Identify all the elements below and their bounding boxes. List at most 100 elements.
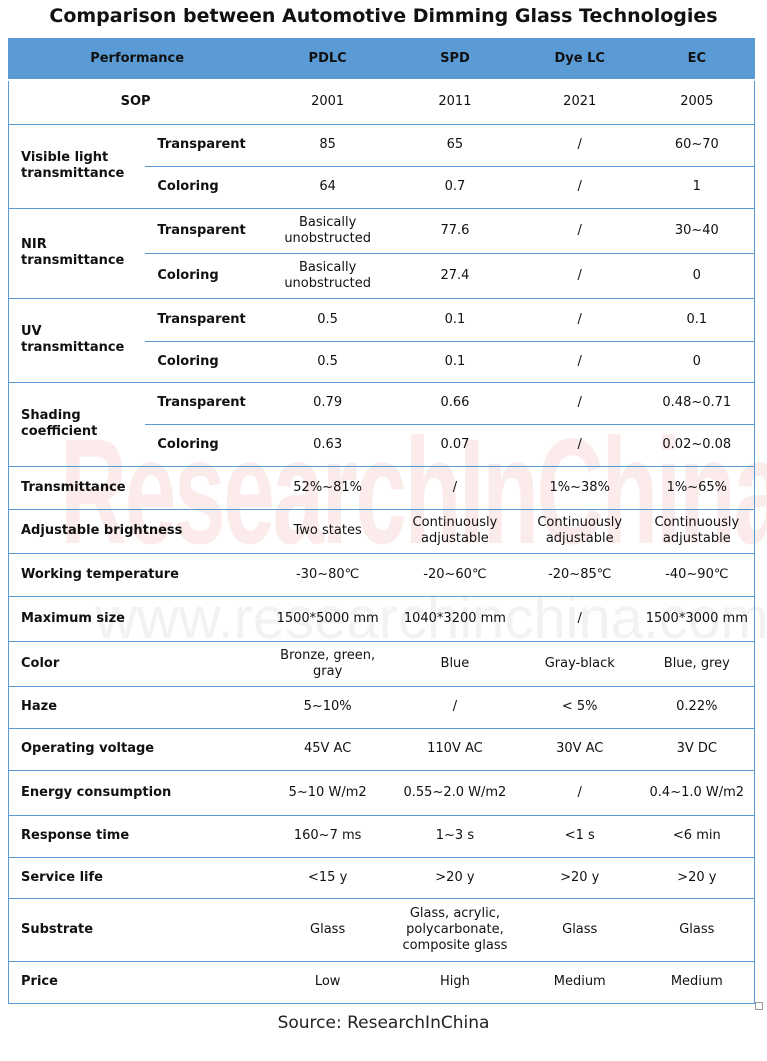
table-cell: Glass xyxy=(519,897,640,961)
table-cell: High xyxy=(390,960,520,1003)
table-cell: Continuously adjustable xyxy=(639,508,755,553)
table-cell: 1500*3000 mm xyxy=(639,595,755,641)
table-cell: / xyxy=(519,123,640,166)
row-label: Transmittance xyxy=(8,465,266,509)
row-sublabel: Transparent xyxy=(145,123,266,166)
table-cell: 77.6 xyxy=(390,207,520,253)
table-row: Substrate Glass Glass, acrylic, polycarbon… xyxy=(8,897,755,961)
table-cell: Medium xyxy=(639,960,755,1003)
comparison-table: Performance PDLC SPD Dye LC EC SOP 2001 20… xyxy=(8,38,755,1004)
table-row: Transmittance 52%~81%/1%~38% 1%~65% xyxy=(8,465,755,509)
table-row: Coloring 0.5 0.1/0 xyxy=(9,340,755,382)
table-row: Shading coefficient Transparent 0.79 0.66/0… xyxy=(8,381,755,466)
table-cell: / xyxy=(390,685,520,728)
table-cell: / xyxy=(519,165,640,208)
table-row: Service life <15 y >20 y >20 y >20 y xyxy=(8,856,755,898)
table-cell: Glass, acrylic, polycarbonate, composite… xyxy=(390,897,520,961)
table-cell: 1~3 s xyxy=(390,814,520,857)
table-cell: Low xyxy=(265,960,391,1003)
row-sublabel: Coloring xyxy=(145,340,266,382)
table-row: Energy consumption 5~10 W/m2 0.55~2.0 W/m2… xyxy=(8,769,755,815)
header-dye-lc: Dye LC xyxy=(519,38,640,81)
table-cell: 1 xyxy=(639,165,755,208)
table-cell: 2001 xyxy=(265,79,391,124)
table-cell: < 5% xyxy=(519,685,640,728)
table-cell: >20 y xyxy=(519,856,640,898)
table-row: NIR transmittance Transparent Basically un… xyxy=(8,207,755,298)
table-cell: >20 y xyxy=(390,856,520,898)
row-label: Price xyxy=(8,960,266,1003)
row-group-label: Visible light transmittance xyxy=(8,123,146,208)
table-cell: 30~40 xyxy=(639,207,755,253)
row-sublabel: Transparent xyxy=(145,381,266,424)
table-cell: 85 xyxy=(265,123,391,166)
row-label: Service life xyxy=(8,856,266,898)
table-cell: 65 xyxy=(390,123,520,166)
table-cell: <6 min xyxy=(639,814,755,857)
table-cell: 0.79 xyxy=(265,381,391,424)
table-row: Color Bronze, green, gray Blue Gray-black Bl… xyxy=(8,640,755,686)
table-cell: Continuously adjustable xyxy=(519,508,640,553)
table-cell: 3V DC xyxy=(639,727,755,770)
table-cell: 1%~65% xyxy=(639,465,755,509)
row-sublabel: Coloring xyxy=(145,252,266,298)
table-cell: Medium xyxy=(519,960,640,1003)
table-row: SOP 2001 2011 2021 2005 xyxy=(8,79,755,124)
table-cell: 2021 xyxy=(519,79,640,124)
table-cell: 0.1 xyxy=(390,340,520,382)
table-cell: Blue xyxy=(390,640,520,686)
table-cell: 5~10 W/m2 xyxy=(265,769,391,815)
table-row: Adjustable brightness Two states Continuou… xyxy=(8,508,755,553)
table-cell: -40~90℃ xyxy=(639,552,755,596)
table-cell: / xyxy=(390,465,520,509)
table-row: Response time 160~7 ms 1~3 s <1 s <6 min xyxy=(8,814,755,857)
row-label: Color xyxy=(8,640,266,686)
table-cell: Glass xyxy=(265,897,391,961)
table-cell: -30~80℃ xyxy=(265,552,391,596)
table-row: Working temperature -30~80℃ -20~60℃ -20~85℃… xyxy=(8,552,755,596)
table-cell: 27.4 xyxy=(390,252,520,298)
row-label: Working temperature xyxy=(8,552,266,596)
table-cell: 0.7 xyxy=(390,165,520,208)
table-cell: 60~70 xyxy=(639,123,755,166)
header-ec: EC xyxy=(639,38,755,81)
table-cell: 0.1 xyxy=(639,297,755,341)
header-spd: SPD xyxy=(390,38,520,81)
row-label: Adjustable brightness xyxy=(8,508,266,553)
row-label: Substrate xyxy=(8,897,266,961)
table-cell: 0.48~0.71 xyxy=(639,381,755,424)
table-cell: Bronze, green, gray xyxy=(265,640,391,686)
table-row: Maximum size 1500*5000 mm 1040*3200 mm/150… xyxy=(8,595,755,641)
table-cell: 52%~81% xyxy=(265,465,391,509)
row-label: Maximum size xyxy=(8,595,266,641)
table-row: Coloring Basically unobstructed 27.4/0 xyxy=(9,252,755,298)
table-cell: 1040*3200 mm xyxy=(390,595,520,641)
row-group-label: NIR transmittance xyxy=(8,207,146,298)
table-cell: <1 s xyxy=(519,814,640,857)
table-cell: Continuously adjustable xyxy=(390,508,520,553)
table-cell: 64 xyxy=(265,165,391,208)
resize-handle xyxy=(755,1002,763,1010)
table-cell: / xyxy=(519,340,640,382)
table-cell: / xyxy=(519,769,640,815)
table-cell: 5~10% xyxy=(265,685,391,728)
row-label: Response time xyxy=(8,814,266,857)
row-label: Haze xyxy=(8,685,266,728)
table-cell: 0.07 xyxy=(390,423,520,466)
source-note: Source: ResearchInChina xyxy=(277,1013,490,1033)
table-cell: Basically unobstructed xyxy=(265,252,391,298)
table-row: Coloring 64 0.7/1 xyxy=(9,165,755,208)
table-cell: 2005 xyxy=(639,79,755,124)
table-cell: -20~60℃ xyxy=(390,552,520,596)
row-sublabel: Transparent xyxy=(145,297,266,341)
table-cell: 45V AC xyxy=(265,727,391,770)
table-row: Visible light transmittance Transparent 85… xyxy=(8,123,755,208)
table-cell: / xyxy=(519,381,640,424)
table-row: Price Low High Medium Medium xyxy=(8,960,755,1003)
row-label: Energy consumption xyxy=(8,769,266,815)
table-cell: / xyxy=(519,423,640,466)
table-cell: / xyxy=(519,297,640,341)
table-cell: 160~7 ms xyxy=(265,814,391,857)
table-cell: 0.4~1.0 W/m2 xyxy=(639,769,755,815)
table-cell: Glass xyxy=(639,897,755,961)
